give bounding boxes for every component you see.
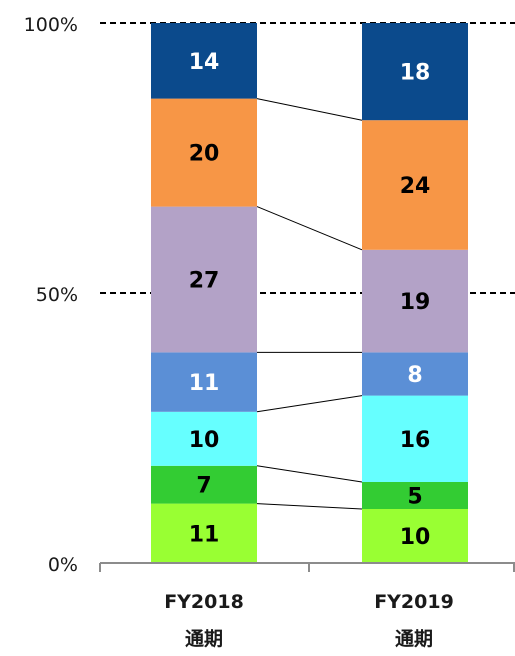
data-label-s4-c1: 11 xyxy=(189,371,220,396)
data-label-s2-c1: 7 xyxy=(196,474,211,499)
category-label-fy2019-period: 通期 xyxy=(395,628,433,650)
data-labels: 11 10 7 5 10 16 11 8 27 19 20 24 14 18 xyxy=(189,50,431,550)
connector-line-3 xyxy=(256,395,363,413)
category-label-fy2018: FY2018 xyxy=(164,591,244,613)
data-label-s7-c1: 14 xyxy=(189,50,220,75)
bar-segment-s2-c2 xyxy=(362,482,468,509)
bar-segment-s7-c1 xyxy=(151,23,257,99)
category-label-fy2019: FY2019 xyxy=(374,591,454,613)
bar-segment-s6-c1 xyxy=(151,98,257,207)
bar-segment-s2-c1 xyxy=(151,465,257,504)
y-axis-ticks: 100% 50% 0% xyxy=(24,14,78,576)
bar-segment-s6-c2 xyxy=(362,120,468,250)
bar-segment-s4-c2 xyxy=(362,352,468,396)
data-label-s3-c2: 16 xyxy=(400,428,431,453)
connector-line-1 xyxy=(256,503,363,510)
category-labels: FY2018 通期 FY2019 通期 xyxy=(164,591,454,650)
bar-segment-s3-c2 xyxy=(362,395,468,482)
bar-segment-s4-c1 xyxy=(151,352,257,412)
bar-segment-s1-c1 xyxy=(151,503,257,563)
connector-line-2 xyxy=(256,465,363,483)
data-label-s6-c1: 20 xyxy=(189,142,220,167)
category-label-fy2018-period: 通期 xyxy=(185,628,223,650)
data-label-s6-c2: 24 xyxy=(400,174,431,199)
data-label-s5-c1: 27 xyxy=(189,269,220,294)
x-axis xyxy=(99,562,515,572)
data-label-s1-c1: 11 xyxy=(189,522,220,547)
data-label-s3-c1: 10 xyxy=(189,428,220,453)
data-label-s7-c2: 18 xyxy=(400,61,431,86)
data-label-s5-c2: 19 xyxy=(400,290,431,315)
bar-segment-s1-c2 xyxy=(362,509,468,563)
bar-segment-s5-c2 xyxy=(362,249,468,353)
data-label-s1-c2: 10 xyxy=(400,525,431,550)
y-tick-label-100: 100% xyxy=(24,14,78,36)
segment-connector-lines xyxy=(256,98,363,510)
bar-segment-s3-c1 xyxy=(151,411,257,466)
bar-segment-s5-c1 xyxy=(151,206,257,353)
connector-line-6 xyxy=(256,98,363,121)
connector-line-5 xyxy=(256,206,363,251)
y-tick-label-0: 0% xyxy=(48,554,78,576)
y-tick-label-50: 50% xyxy=(36,284,78,306)
bar-segments xyxy=(151,23,468,563)
data-label-s2-c2: 5 xyxy=(407,485,422,510)
bar-segment-s7-c2 xyxy=(362,23,468,121)
data-label-s4-c2: 8 xyxy=(407,363,422,388)
